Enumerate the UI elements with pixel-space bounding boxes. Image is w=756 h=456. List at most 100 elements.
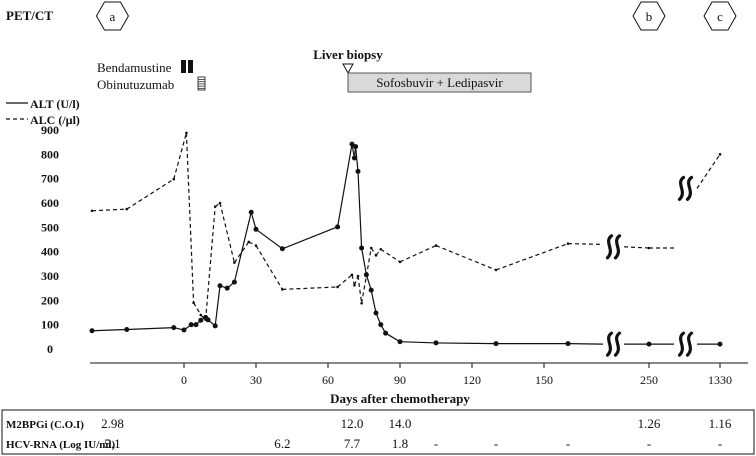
- alt-segment: [355, 146, 359, 172]
- alc-point: [398, 260, 402, 264]
- lab-table-cell: -: [647, 436, 651, 451]
- alt-segment: [214, 285, 221, 326]
- lab-table-row-label: M2BPGi (C.O.I): [6, 419, 84, 431]
- pet-ct-hexagon: [95, 1, 130, 31]
- x-tick-label: 30: [250, 373, 262, 387]
- alt-segment: [233, 212, 252, 283]
- alc-series: [90, 131, 722, 322]
- alc-segment: [361, 275, 367, 304]
- alt-point: [359, 245, 365, 251]
- alt-point: [355, 168, 361, 174]
- alt-point: [188, 322, 194, 328]
- y-tick-label: 900: [41, 123, 59, 137]
- alc-segment: [365, 247, 372, 277]
- alt-point: [217, 283, 223, 289]
- liver-biopsy-label: Liver biopsy: [313, 47, 383, 62]
- bendamustine-dose-mark: [181, 60, 186, 73]
- alt-point: [378, 322, 384, 328]
- y-tick-label: 700: [41, 172, 59, 186]
- lab-table-cell: 14.0: [389, 416, 412, 431]
- alt-segment: [365, 274, 372, 291]
- bendamustine-label: Bendamustine: [97, 60, 172, 75]
- x-tick-label: 120: [463, 373, 481, 387]
- alt-point: [89, 328, 95, 334]
- legend-alt-label: ALT (U/l): [30, 97, 80, 111]
- pet-ct-hexagon: [632, 1, 666, 31]
- alc-segment: [205, 206, 216, 320]
- y-tick-label: 800: [41, 147, 59, 161]
- antiviral-therapy-label: Sofosbuvir + Ledipasvir: [376, 75, 503, 90]
- y-tick-label: 300: [41, 269, 59, 283]
- alc-point: [218, 201, 222, 205]
- alt-segment: [282, 226, 338, 250]
- alt-point: [646, 341, 652, 347]
- alc-point: [192, 301, 195, 305]
- alt-point: [171, 325, 177, 331]
- pet-ct-hexagon-label: c: [717, 9, 723, 24]
- lab-table-cell: 2.98: [101, 416, 124, 431]
- alc-segment: [495, 243, 569, 271]
- y-tick-label: 200: [41, 293, 59, 307]
- lab-table-cell: 1.8: [392, 436, 408, 451]
- alc-point: [281, 288, 284, 291]
- axis-break-mark: [677, 175, 686, 202]
- pet-ct-hexagon: [703, 1, 737, 31]
- lab-table-cell: -: [718, 436, 722, 451]
- x-tick-label: 90: [394, 373, 406, 387]
- alc-point: [379, 247, 383, 251]
- axis-break-mark: [613, 234, 622, 260]
- alc-point: [172, 177, 176, 181]
- alt-segment: [370, 289, 377, 314]
- legend-alc-label: ALC (/µl): [30, 113, 80, 127]
- antiviral-therapy-bar: [347, 72, 532, 93]
- axis-break-mark: [605, 331, 614, 357]
- alc-point: [233, 261, 236, 264]
- alc-point: [213, 205, 217, 208]
- lab-table-cell: 1.16: [709, 416, 732, 431]
- alc-segment: [380, 248, 401, 263]
- alt-point: [212, 323, 218, 329]
- alc-point: [369, 246, 373, 250]
- alc-segment: [353, 275, 359, 286]
- x-axis-ticks: 0 30 60 90 120 150 250 1330: [181, 363, 732, 387]
- alc-segment: [567, 243, 604, 245]
- axis-break-mark: [685, 175, 694, 202]
- y-axis: 0 100 200 300 400 500 600 700 800 900: [41, 123, 59, 356]
- alt-point: [279, 246, 285, 252]
- alt-point: [717, 341, 723, 347]
- liver-biopsy-marker: [342, 63, 354, 75]
- alt-point: [181, 327, 187, 333]
- axis-break-mark: [605, 234, 614, 260]
- alc-segment: [351, 274, 355, 286]
- alc-point: [336, 285, 339, 289]
- alc-segment: [233, 241, 250, 263]
- alt-series: [89, 141, 723, 347]
- alt-segment: [385, 332, 401, 343]
- lab-table-cell: -: [566, 436, 570, 451]
- y-tick-label: 100: [41, 318, 59, 332]
- pet-ct-hexagon-label: a: [110, 9, 116, 24]
- lab-table-cell: -: [494, 436, 498, 451]
- alt-segment: [255, 228, 283, 250]
- lab-table: M2BPGi (C.O.I) 2.98 12.0 14.0 1.26 1.16 HCV-RN…: [6, 416, 732, 451]
- alc-point: [494, 268, 498, 272]
- x-tick-label: 60: [322, 373, 334, 387]
- alt-point: [349, 141, 355, 147]
- lab-table-row-label: HCV-RNA (Log IU/ml): [6, 439, 116, 451]
- alt-point: [383, 330, 389, 336]
- alc-point: [254, 244, 258, 247]
- x-tick-label: 0: [181, 373, 187, 387]
- alt-point: [351, 155, 357, 161]
- alt-segment: [91, 328, 127, 332]
- alt-point: [368, 287, 374, 293]
- alc-segment: [126, 178, 175, 210]
- obinutuzumab-dose-mark: [197, 76, 206, 91]
- bendamustine-marks: [181, 60, 193, 73]
- lab-table-cell: 1.26: [638, 416, 661, 431]
- lab-table-frame: [1, 409, 755, 455]
- alt-segment: [361, 247, 367, 275]
- y-tick-label: 0: [47, 342, 53, 356]
- lab-table-cell: -: [434, 436, 438, 451]
- alc-segment: [435, 245, 497, 271]
